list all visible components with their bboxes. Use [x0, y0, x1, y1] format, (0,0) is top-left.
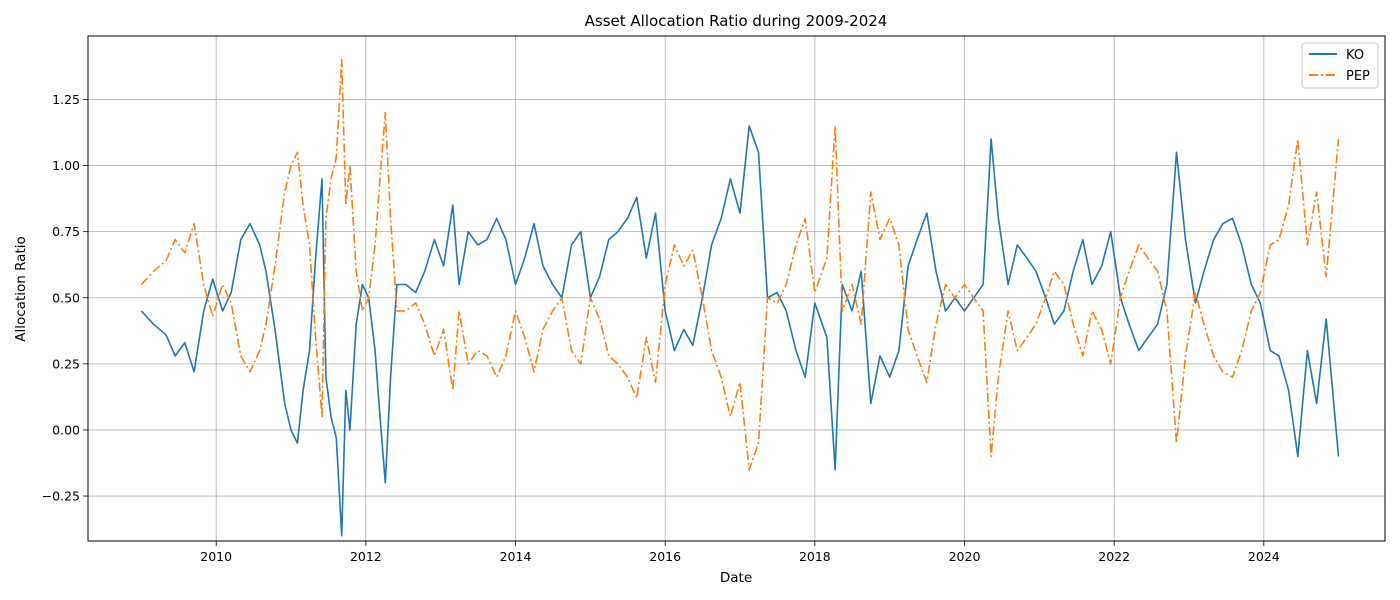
- series-layer: [140, 58, 1340, 537]
- x-tick-label: 2020: [949, 549, 981, 564]
- series-line-ko: [140, 125, 1340, 537]
- x-axis-label: Date: [720, 570, 752, 586]
- x-tick-label: 2010: [200, 549, 232, 564]
- y-tick-label: 1.25: [52, 92, 80, 107]
- plot-frame: [87, 35, 1386, 542]
- x-tick-label: 2022: [1098, 549, 1130, 564]
- y-tick-label: 0.25: [52, 356, 80, 371]
- y-tick-label: −0.25: [42, 489, 80, 504]
- y-tick-label: 0.00: [52, 422, 80, 437]
- legend-label-pep: PEP: [1346, 69, 1370, 84]
- chart-title: Asset Allocation Ratio during 2009-2024: [585, 12, 888, 30]
- x-axis-ticks: 2010 2012 2014 2016 2018 2020 2022 2024: [200, 541, 1280, 564]
- y-axis-label: Allocation Ratio: [13, 236, 29, 342]
- y-tick-label: 0.75: [52, 224, 80, 239]
- x-tick-label: 2014: [500, 549, 532, 564]
- grid: [88, 36, 1385, 541]
- y-tick-label: 1.00: [52, 158, 80, 173]
- x-tick-label: 2024: [1248, 549, 1280, 564]
- legend: KO PEP: [1301, 42, 1379, 89]
- y-axis-ticks: −0.25 0.00 0.25 0.50 0.75 1.00 1.25: [42, 92, 88, 504]
- plot-area: [140, 58, 1340, 537]
- legend-label-ko: KO: [1346, 48, 1364, 63]
- x-tick-label: 2018: [799, 549, 831, 564]
- x-tick-label: 2016: [649, 549, 681, 564]
- y-tick-label: 0.50: [52, 290, 80, 305]
- x-tick-label: 2012: [350, 549, 382, 564]
- series-line-pep: [140, 58, 1340, 471]
